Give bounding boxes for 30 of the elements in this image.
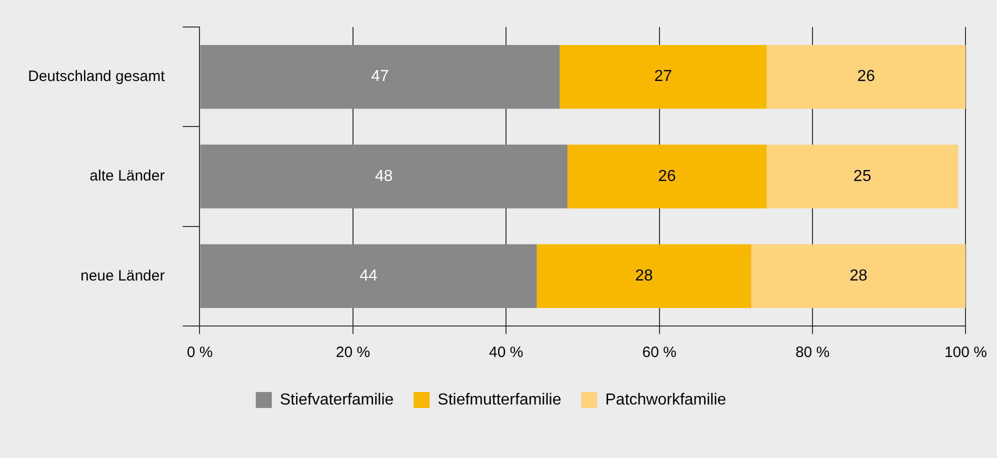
- data-label: 25: [853, 168, 872, 185]
- legend-label: Patchworkfamilie: [605, 391, 726, 408]
- bar: [560, 44, 767, 109]
- x-tick-label: 40 %: [489, 344, 524, 362]
- data-label: 27: [654, 68, 672, 86]
- bar: [200, 244, 537, 308]
- bar: [751, 244, 966, 308]
- x-tick-label: 60 %: [642, 344, 676, 362]
- bar: [200, 44, 560, 109]
- bar: [766, 144, 958, 208]
- data-label: 48: [374, 168, 393, 185]
- y-tick-label: neue Länder: [80, 267, 165, 284]
- y-tick-label: alte Länder: [90, 168, 165, 185]
- x-tick-label: 80 %: [795, 344, 830, 362]
- data-label: 26: [857, 68, 876, 86]
- x-tick-label: 20 %: [336, 344, 370, 362]
- data-label: 28: [850, 268, 868, 285]
- data-label: 28: [635, 268, 654, 285]
- bar: [766, 44, 966, 109]
- bar: [200, 144, 568, 208]
- data-label: 47: [371, 68, 389, 86]
- x-tick-label: 100 %: [944, 344, 988, 362]
- bar: [536, 244, 752, 308]
- x-tick-label: 0 %: [186, 344, 213, 362]
- bar: [567, 144, 767, 208]
- data-label: 44: [360, 268, 378, 285]
- data-label: 26: [658, 168, 676, 185]
- legend-label: Stiefmutterfamilie: [438, 391, 562, 408]
- y-tick-label: Deutschland gesamt: [28, 68, 166, 85]
- legend-label: Stiefvaterfamilie: [280, 391, 394, 408]
